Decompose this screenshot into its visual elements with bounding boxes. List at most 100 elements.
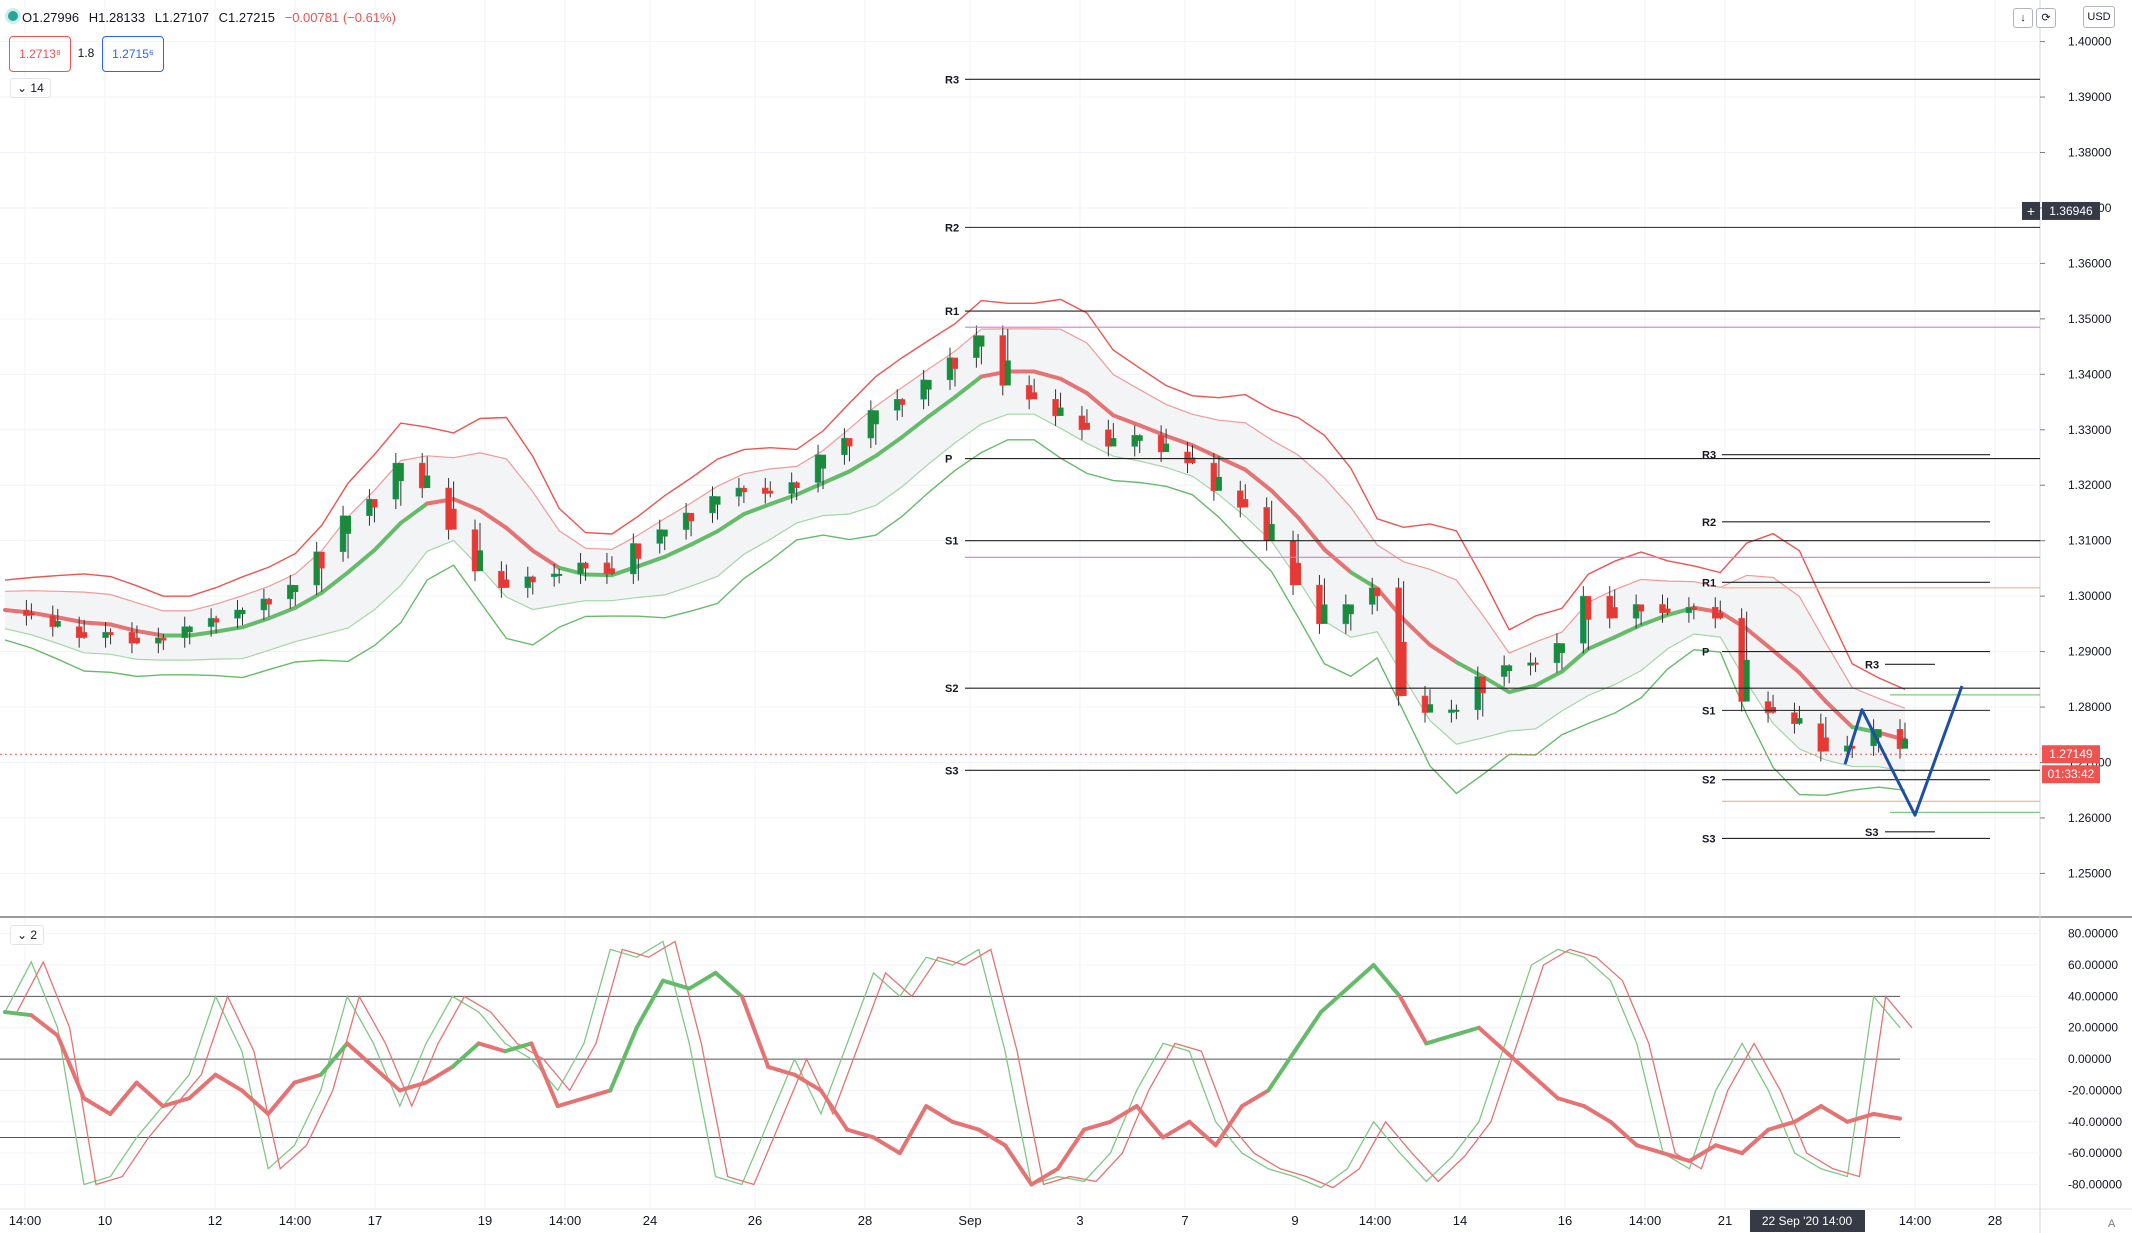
currency-button[interactable]: USD [2083,6,2115,28]
rsi-line [1134,1104,1166,1140]
oscillator-tick-label: -80.00000 [2068,1177,2122,1191]
moving-average [926,395,957,419]
countdown-tag-bg [2042,765,2100,784]
candle [767,490,774,494]
pivot-mid-label: S3 [1702,833,1715,845]
candle [265,598,272,605]
candle [477,550,483,572]
candle [424,475,431,488]
candle [397,463,404,482]
time-tick-label: 14:00 [279,1213,312,1228]
rsi-line [897,1104,929,1156]
open-value: O1.27996 [22,10,80,25]
indicators-collapse-button[interactable]: ⌄ 14 [10,78,51,98]
pivot-main-label: R2 [945,222,959,234]
oscillator-tick-label: 20.00000 [2068,1021,2118,1035]
rsi-line [1555,1096,1587,1109]
pivot-main-label: S2 [945,683,958,695]
rsi-line [55,1033,86,1101]
oscillator-tick-label: 0.00000 [2068,1052,2112,1066]
oscillator-tick-label: 60.00000 [2068,958,2118,972]
channel-fill [5,328,1905,772]
candle [450,508,457,530]
pivot-mid-label: S2 [1702,775,1715,787]
rsi-line [1082,1119,1113,1132]
price-pane[interactable]: R3 R2 R1 P S1 S2 S3 R3 R2 R1 P S1 S2 S3 R3 S3 [0,74,2040,845]
candle [846,438,853,447]
moving-average [1164,433,1195,448]
rsi-line [1687,1143,1718,1163]
candle [899,399,906,405]
candle [1136,435,1143,441]
oscillator-pane[interactable] [0,940,1913,1189]
candle [1215,476,1222,491]
rsi-line [1819,1104,1850,1124]
candle [1532,662,1539,665]
time-tick-label: 28 [858,1213,872,1228]
candle [1822,737,1829,752]
moving-average [873,434,905,458]
candle [1611,607,1618,619]
moving-average [1216,455,1248,472]
price-tick-label: 1.35000 [2068,312,2112,326]
rsi-line [818,1088,850,1132]
rsi-line [713,970,744,999]
auto-scale-button[interactable]: A [2108,1218,2116,1230]
candle [793,482,800,488]
price-tick-label: 1.36000 [2068,256,2112,270]
moving-average [451,497,482,513]
rsi-line [871,1135,902,1156]
moving-average [741,502,773,517]
candle [503,579,510,588]
buy-button[interactable]: 1.2715⁶ [102,36,164,72]
high-value: H1.28133 [88,10,146,25]
moving-average [1744,626,1776,653]
moving-average [1639,612,1670,627]
refresh-icon[interactable]: ⟳ [2036,8,2056,28]
change-value: −0.00781 (−0.61%) [284,10,396,25]
crosshair-price-tag-bg [2042,201,2100,220]
candle [133,637,140,644]
rsi-line [108,1080,139,1116]
stoch-k-line [4,940,1901,1189]
oscillator-collapse-button[interactable]: ⌄ 2 [10,925,45,945]
candle [186,626,193,633]
sell-button[interactable]: 1.2713⁸ [9,36,71,72]
candle [1031,392,1038,400]
candle [1004,360,1011,386]
candle [1796,718,1803,724]
candle [1268,524,1275,541]
moving-average [1454,660,1485,679]
bollinger-upper [4,298,1906,691]
rsi-line [792,1072,823,1093]
rsi-line [1608,1119,1639,1148]
moving-average [372,520,403,553]
price-tick-label: 1.29000 [2068,645,2112,659]
moving-average [187,629,219,638]
moving-average [768,492,799,507]
candle [714,496,721,505]
price-axis[interactable]: 14:00 10 12 14:00 17 19 14:00 24 26 28 Sep 3 7 9 14:00… [9,35,2123,1232]
candle [1690,607,1697,610]
rsi-line [81,1096,113,1116]
candle [1083,422,1090,430]
candle [107,632,114,635]
rsi-line [1503,1049,1534,1077]
time-tick-label: 3 [1076,1213,1083,1228]
candle [213,618,220,623]
rsi-line [1450,1025,1481,1038]
indicator-count: 14 [30,81,44,95]
countdown-tag: 01:33:42 [2048,767,2095,781]
candle [872,410,879,425]
rsi-line [950,1119,981,1132]
moving-average [1559,646,1591,674]
forecast-path [1843,685,1964,817]
download-icon[interactable]: ↓ [2013,8,2033,28]
candle [1347,604,1354,615]
moving-average [319,570,351,595]
rsi-line [924,1104,955,1124]
candle [1057,407,1064,416]
moving-average [1586,635,1617,651]
time-tick-label: Sep [958,1213,981,1228]
